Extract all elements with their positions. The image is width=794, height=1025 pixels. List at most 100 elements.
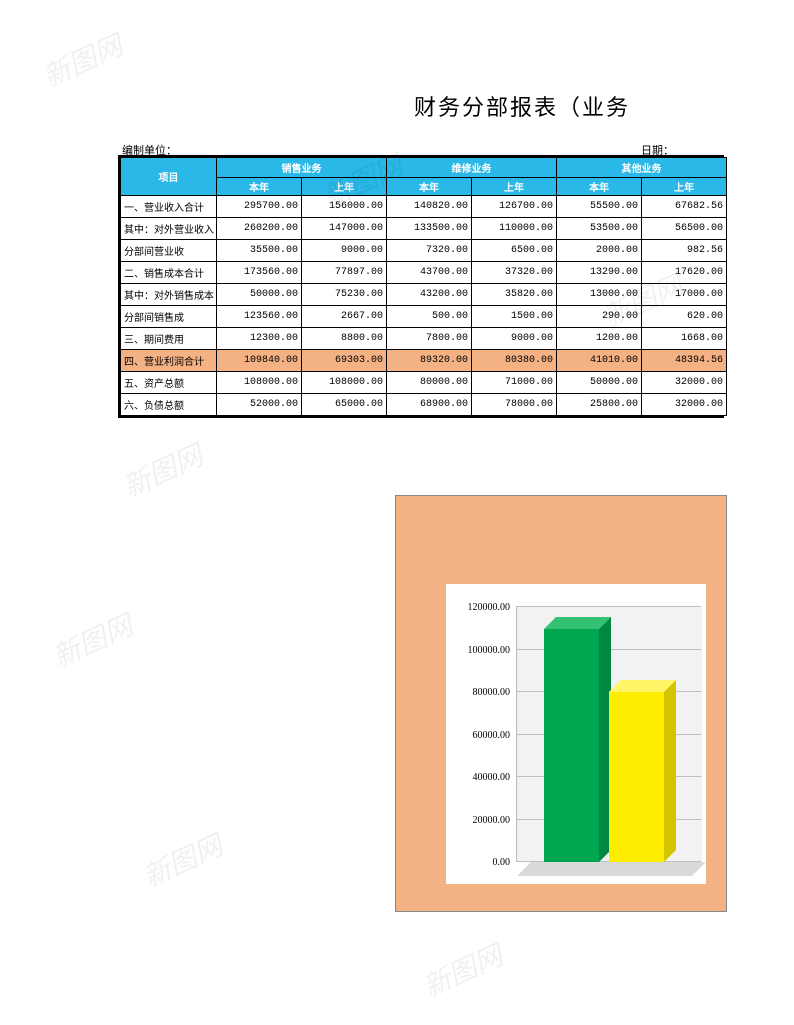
bar-side (664, 680, 676, 862)
cell-value: 41010.00 (557, 350, 642, 372)
table-row: 其中：对外营业收入260200.00147000.00133500.001100… (121, 218, 727, 240)
page-title: 财务分部报表（业务 (0, 90, 794, 122)
cell-value: 71000.00 (472, 372, 557, 394)
cell-value: 126700.00 (472, 196, 557, 218)
chart-plot-area: 0.00 20000.00 40000.00 60000.00 80000.00 1000… (446, 584, 706, 884)
cell-value: 43700.00 (387, 262, 472, 284)
cell-value: 77897.00 (302, 262, 387, 284)
watermark: 新图网 (135, 824, 228, 896)
cell-value: 75230.00 (302, 284, 387, 306)
chart-ytick-label: 80000.00 (448, 687, 510, 698)
cell-value: 295700.00 (217, 196, 302, 218)
cell-value: 17620.00 (642, 262, 727, 284)
cell-value: 68900.00 (387, 394, 472, 416)
cell-value: 50000.00 (217, 284, 302, 306)
col-sub-2-1: 上年 (642, 178, 727, 196)
cell-value: 80380.00 (472, 350, 557, 372)
chart-ytick-label: 0.00 (448, 857, 510, 868)
watermark: 新图网 (35, 24, 128, 96)
cell-value: 48394.56 (642, 350, 727, 372)
chart-ytick-label: 40000.00 (448, 772, 510, 783)
row-label: 三、期间费用 (121, 328, 217, 350)
cell-value: 500.00 (387, 306, 472, 328)
cell-value: 50000.00 (557, 372, 642, 394)
col-sub-0-0: 本年 (217, 178, 302, 196)
row-label: 四、营业利润合计 (121, 350, 217, 372)
cell-value: 13290.00 (557, 262, 642, 284)
cell-value: 6500.00 (472, 240, 557, 262)
chart-gridline (516, 606, 701, 607)
cell-value: 32000.00 (642, 372, 727, 394)
cell-value: 290.00 (557, 306, 642, 328)
chart-ytick-label: 100000.00 (448, 645, 510, 656)
chart-ytick-label: 120000.00 (448, 602, 510, 613)
cell-value: 110000.00 (472, 218, 557, 240)
cell-value: 620.00 (642, 306, 727, 328)
chart-floor (517, 862, 706, 876)
chart-ytick-label: 60000.00 (448, 730, 510, 741)
cell-value: 25800.00 (557, 394, 642, 416)
cell-value: 37320.00 (472, 262, 557, 284)
cell-value: 109840.00 (217, 350, 302, 372)
table-row: 一、营业收入合计295700.00156000.00140820.0012670… (121, 196, 727, 218)
row-label: 其中：对外销售成本 (121, 284, 217, 306)
cell-value: 55500.00 (557, 196, 642, 218)
cell-value: 17000.00 (642, 284, 727, 306)
cell-value: 13000.00 (557, 284, 642, 306)
row-label: 其中：对外营业收入 (121, 218, 217, 240)
cell-value: 108000.00 (217, 372, 302, 394)
cell-value: 7800.00 (387, 328, 472, 350)
cell-value: 173560.00 (217, 262, 302, 284)
cell-value: 65000.00 (302, 394, 387, 416)
cell-value: 35500.00 (217, 240, 302, 262)
row-label: 二、销售成本合计 (121, 262, 217, 284)
col-group-2: 其他业务 (557, 158, 727, 178)
cell-value: 1200.00 (557, 328, 642, 350)
cell-value: 32000.00 (642, 394, 727, 416)
table-row: 五、资产总额108000.00108000.0080000.0071000.00… (121, 372, 727, 394)
bar-front (609, 692, 664, 862)
cell-value: 147000.00 (302, 218, 387, 240)
table-row: 三、期间费用12300.008800.007800.009000.001200.… (121, 328, 727, 350)
chart-bar (544, 629, 599, 862)
cell-value: 140820.00 (387, 196, 472, 218)
chart-ytick-label: 20000.00 (448, 815, 510, 826)
financial-table: 项目 销售业务 维修业务 其他业务 本年 上年 本年 上年 本年 上年 一、营业… (118, 155, 724, 418)
cell-value: 133500.00 (387, 218, 472, 240)
cell-value: 108000.00 (302, 372, 387, 394)
col-sub-2-0: 本年 (557, 178, 642, 196)
cell-value: 80000.00 (387, 372, 472, 394)
table-row: 二、销售成本合计173560.0077897.0043700.0037320.0… (121, 262, 727, 284)
table-row: 六、负债总额52000.0065000.0068900.0078000.0025… (121, 394, 727, 416)
table-row: 四、营业利润合计109840.0069303.0089320.0080380.0… (121, 350, 727, 372)
watermark: 新图网 (115, 434, 208, 506)
cell-value: 1500.00 (472, 306, 557, 328)
col-header-project: 项目 (121, 158, 217, 196)
cell-value: 43200.00 (387, 284, 472, 306)
row-label: 分部间销售成 (121, 306, 217, 328)
bar-front (544, 629, 599, 862)
profit-chart: 0.00 20000.00 40000.00 60000.00 80000.00 1000… (395, 495, 727, 912)
table-row: 其中：对外销售成本50000.0075230.0043200.0035820.0… (121, 284, 727, 306)
row-label: 分部间营业收 (121, 240, 217, 262)
cell-value: 2000.00 (557, 240, 642, 262)
cell-value: 982.56 (642, 240, 727, 262)
cell-value: 1668.00 (642, 328, 727, 350)
watermark: 新图网 (45, 604, 138, 676)
col-sub-0-1: 上年 (302, 178, 387, 196)
col-group-1: 维修业务 (387, 158, 557, 178)
cell-value: 2667.00 (302, 306, 387, 328)
cell-value: 35820.00 (472, 284, 557, 306)
watermark: 新图网 (415, 934, 508, 1006)
cell-value: 53500.00 (557, 218, 642, 240)
table-row: 分部间销售成123560.002667.00500.001500.00290.0… (121, 306, 727, 328)
cell-value: 123560.00 (217, 306, 302, 328)
cell-value: 9000.00 (302, 240, 387, 262)
col-group-0: 销售业务 (217, 158, 387, 178)
cell-value: 52000.00 (217, 394, 302, 416)
col-sub-1-0: 本年 (387, 178, 472, 196)
cell-value: 9000.00 (472, 328, 557, 350)
col-sub-1-1: 上年 (472, 178, 557, 196)
cell-value: 156000.00 (302, 196, 387, 218)
cell-value: 12300.00 (217, 328, 302, 350)
